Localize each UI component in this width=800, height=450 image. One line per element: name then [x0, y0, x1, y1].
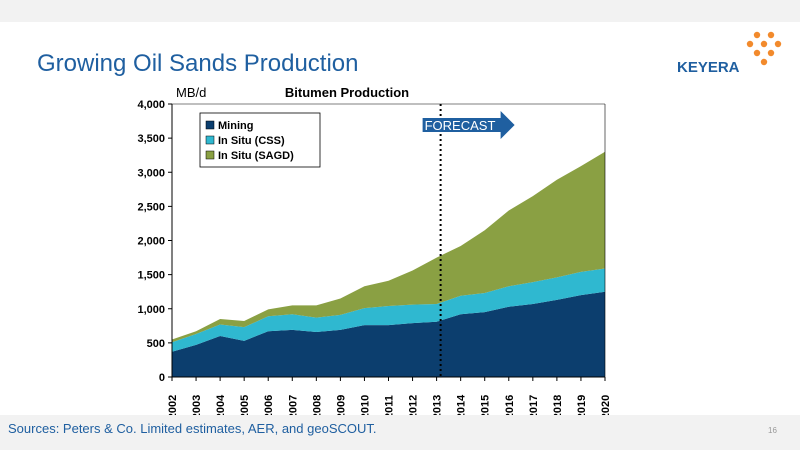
logo-dot	[767, 31, 775, 39]
x-tick-label: 2007	[287, 395, 299, 415]
x-tick-label: 2006	[263, 395, 275, 415]
legend-box	[199, 112, 321, 168]
x-tick-label: 2002	[167, 395, 179, 415]
legend: Mining In Situ (CSS) In Situ (SAGD)	[199, 112, 321, 168]
legend-label: Mining	[218, 120, 253, 132]
legend-label: In Situ (SAGD)	[218, 150, 294, 162]
x-tick-label: 2014	[456, 394, 468, 415]
logo-dot	[760, 58, 768, 66]
x-tick-label: 2011	[384, 395, 396, 415]
x-tick-label: 2019	[576, 395, 588, 415]
logo-dot	[767, 49, 775, 57]
page-number: 16	[768, 426, 777, 435]
area-in-situ-sagd	[172, 151, 605, 343]
area-mining	[172, 291, 605, 377]
x-tick-label: 2016	[504, 395, 516, 415]
top-band	[0, 0, 800, 22]
bottom-band	[0, 415, 800, 450]
tick-labels-group: 0 500 1,000 1,500 2,000 2,500 3,000 3,500 4,000 2…	[137, 99, 612, 415]
logo-text: KEYERA	[677, 59, 740, 76]
legend-label: In Situ (CSS)	[218, 135, 285, 147]
y-tick-label: 2,000	[137, 236, 165, 248]
chart-title: Bitumen Production	[285, 85, 409, 100]
x-tick-label: 2005	[239, 395, 251, 415]
legend-swatch	[205, 135, 215, 145]
y-axis-unit-label: MB/d	[176, 85, 206, 100]
x-tick-label: 2015	[480, 395, 492, 415]
legend-swatch	[205, 150, 215, 160]
logo-dot	[774, 40, 782, 48]
y-tick-label: 1,000	[137, 304, 165, 316]
source-note: Sources: Peters & Co. Limited estimates,…	[8, 421, 377, 436]
keyera-logo: KEYERA	[677, 31, 782, 76]
y-tick-label: 3,000	[137, 167, 165, 179]
forecast-arrow	[422, 111, 515, 139]
area-in-situ-css	[172, 268, 605, 352]
forecast-label: FORECAST	[425, 118, 496, 133]
x-tick-label: 2017	[528, 395, 540, 415]
x-tick-label: 2012	[408, 395, 420, 415]
y-tick-label: 1,500	[137, 270, 165, 282]
logo-dot	[746, 40, 754, 48]
x-tick-label: 2004	[215, 394, 227, 415]
x-tick-label: 2008	[311, 395, 323, 415]
logo-dot	[753, 31, 761, 39]
legend-swatch	[205, 120, 215, 130]
y-tick-label: 2,500	[137, 201, 165, 213]
slide-title: Growing Oil Sands Production	[37, 50, 359, 77]
x-tick-label: 2003	[191, 395, 203, 415]
logo-dot	[760, 40, 768, 48]
y-tick-label: 0	[159, 372, 165, 384]
logo-dot	[753, 49, 761, 57]
forecast-annotation: FORECAST	[422, 104, 515, 377]
x-tick-label: 2013	[432, 395, 444, 415]
x-tick-label: 2009	[335, 395, 347, 415]
x-tick-label: 2010	[359, 395, 371, 415]
y-tick-label: 3,500	[137, 133, 165, 145]
x-tick-label: 2018	[552, 395, 564, 415]
x-tick-label: 2020	[600, 395, 612, 415]
y-tick-label: 500	[147, 338, 165, 350]
y-tick-label: 4,000	[137, 99, 165, 111]
bitumen-production-chart: 0 500 1,000 1,500 2,000 2,500 3,000 3,500 4,000 2…	[137, 85, 612, 415]
area-series-group	[172, 151, 605, 377]
